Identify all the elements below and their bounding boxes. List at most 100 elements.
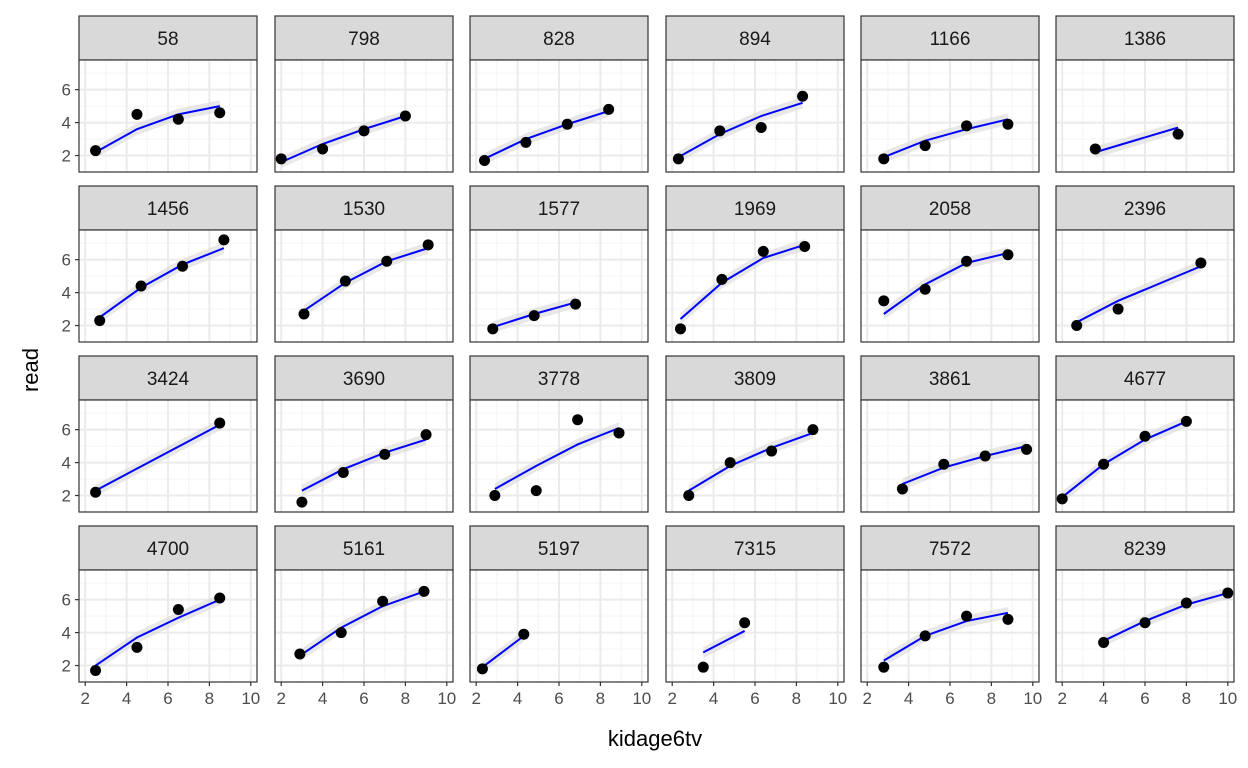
data-point [919, 630, 931, 642]
facet-strip-label: 3861 [929, 369, 971, 390]
x-tick-label: 2 [471, 689, 480, 708]
facet-panel-8239: 8239 2 4 6 8 10 [1055, 525, 1237, 708]
facet-strip [469, 525, 649, 571]
facet-strip-label: 2396 [1124, 199, 1166, 220]
data-point [938, 458, 950, 470]
facet-panel-58: 58 2 4 6 [62, 15, 258, 173]
data-point [613, 427, 625, 439]
data-point [90, 486, 102, 498]
facet-panel-1386: 1386 [1055, 15, 1235, 173]
panel-border [860, 229, 1040, 343]
data-point [570, 298, 582, 310]
data-point [1139, 617, 1151, 629]
facet-strip-label: 894 [739, 29, 771, 50]
y-tick-label: 4 [62, 454, 71, 473]
x-tick-label: 2 [1057, 689, 1066, 708]
confidence-ribbon [95, 100, 220, 158]
fit-line [883, 118, 1009, 159]
data-point [1139, 430, 1151, 442]
fit-line [1076, 265, 1202, 324]
confidence-ribbon [99, 242, 224, 324]
data-point [131, 108, 143, 120]
data-point [1195, 257, 1207, 269]
x-tick-label: 10 [632, 689, 651, 708]
x-tick-label: 8 [1182, 689, 1191, 708]
facet-panel-828: 828 [469, 15, 649, 173]
facet-strip-label: 2058 [929, 199, 971, 220]
y-tick-label: 6 [62, 421, 71, 440]
facet-strip [78, 525, 258, 571]
data-point [530, 485, 542, 497]
fit-line [883, 252, 1009, 315]
facet-strip [1055, 15, 1235, 61]
data-point [1180, 597, 1192, 609]
facet-strip-label: 4677 [1124, 369, 1166, 390]
data-point [919, 283, 931, 295]
facet-strip-label: 7315 [734, 539, 776, 560]
data-point [94, 315, 106, 327]
data-point [298, 308, 310, 320]
data-point [335, 627, 347, 639]
x-tick-label: 8 [596, 689, 605, 708]
data-point [296, 496, 308, 508]
fit-line [679, 243, 805, 320]
data-point [697, 661, 709, 673]
panel-border [469, 59, 649, 173]
panel-border [1055, 229, 1235, 343]
data-point [757, 245, 769, 257]
facet-strip [860, 525, 1040, 571]
facet-strip-label: 1166 [930, 29, 971, 50]
panel-border [78, 229, 258, 343]
data-point [214, 107, 226, 119]
facet-panel-2058: 2058 [860, 185, 1040, 343]
data-point [90, 145, 102, 157]
data-point [422, 239, 434, 251]
fit-line [494, 427, 620, 490]
facet-panel-3424: 3424 2 4 6 [62, 355, 258, 513]
data-point [172, 113, 184, 125]
panel-border [78, 399, 258, 513]
panel-border [665, 399, 845, 513]
x-tick-label: 4 [513, 689, 522, 708]
facet-panel-1166: 1166 [860, 15, 1040, 173]
fit-line [95, 105, 220, 154]
facet-strip-label: 828 [543, 29, 575, 50]
data-point [317, 143, 329, 155]
data-point [214, 592, 226, 604]
facet-strip-label: 798 [348, 29, 380, 50]
facet-strip-label: 5197 [538, 539, 580, 560]
facet-strip-label: 1577 [538, 199, 580, 220]
fit-line [1061, 420, 1187, 498]
facet-panel-7572: 7572 2 4 6 8 10 [860, 525, 1042, 708]
x-tick-label: 8 [205, 689, 214, 708]
data-point [487, 323, 499, 335]
panel-border [665, 59, 845, 173]
data-point [528, 310, 540, 322]
data-point [979, 450, 991, 462]
data-point [418, 585, 430, 597]
data-point [878, 661, 890, 673]
facet-panel-1969: 1969 [665, 185, 845, 343]
x-tick-label: 6 [1140, 689, 1149, 708]
data-point [379, 448, 391, 460]
data-point [878, 153, 890, 165]
x-tick-label: 6 [750, 689, 759, 708]
data-point [1112, 303, 1124, 315]
data-point [90, 664, 102, 676]
data-point [716, 273, 728, 285]
y-tick-label: 2 [62, 657, 71, 676]
facet-panel-2396: 2396 [1055, 185, 1235, 343]
data-point [518, 628, 530, 640]
confidence-ribbon [680, 239, 805, 325]
data-point [766, 445, 778, 457]
facet-panel-1577: 1577 [469, 185, 649, 343]
facet-strip [469, 355, 649, 401]
fit-line [299, 590, 425, 657]
data-point [131, 641, 143, 653]
facet-strip [78, 15, 258, 61]
data-point [799, 240, 811, 252]
y-tick-label: 6 [62, 81, 71, 100]
fit-line [883, 611, 1009, 662]
facet-strip-label: 3809 [734, 369, 776, 390]
